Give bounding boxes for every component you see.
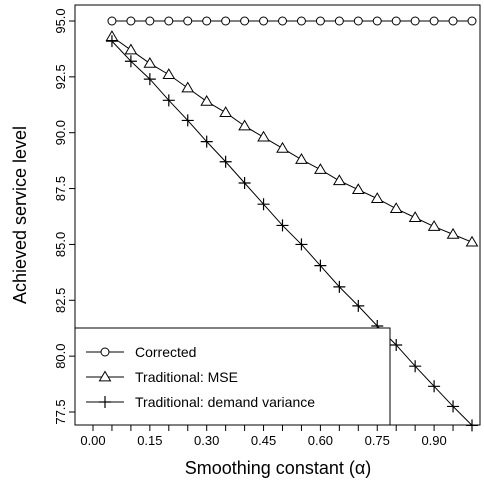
data-point-plus bbox=[181, 114, 194, 127]
data-point-plus bbox=[143, 73, 156, 86]
data-point-triangle bbox=[446, 227, 460, 239]
legend-label: Corrected bbox=[135, 344, 196, 360]
x-axis: 0.00 0.15 0.30 0.45 0.60 0.75 0.90 bbox=[80, 425, 454, 448]
x-tick-label: 0.75 bbox=[365, 433, 390, 448]
y-axis-title: Achieved service level bbox=[10, 126, 30, 304]
data-point-triangle bbox=[257, 130, 270, 142]
data-point-plus bbox=[409, 360, 422, 373]
data-point-circle bbox=[100, 347, 110, 357]
data-point-triangle bbox=[124, 43, 138, 55]
data-point-triangle bbox=[98, 370, 112, 382]
data-point-circle bbox=[126, 16, 136, 26]
data-point-triangle bbox=[219, 106, 233, 117]
data-point-circle bbox=[107, 16, 117, 26]
x-tick-label: 0.15 bbox=[137, 433, 162, 448]
data-point-triangle bbox=[295, 153, 308, 164]
series-line bbox=[111, 36, 473, 243]
data-point-circle bbox=[145, 16, 155, 26]
series-plus bbox=[105, 35, 478, 432]
x-tick-label: 0.45 bbox=[251, 433, 276, 448]
data-point-circle bbox=[429, 16, 439, 26]
data-point-circle bbox=[315, 16, 325, 26]
data-point-plus bbox=[219, 155, 232, 168]
legend-box bbox=[74, 327, 391, 426]
data-point-circle bbox=[467, 16, 477, 26]
data-point-triangle bbox=[332, 174, 346, 186]
data-point-triangle bbox=[276, 141, 289, 153]
data-point-circle bbox=[240, 16, 250, 26]
series-circle bbox=[107, 16, 477, 26]
data-point-circle bbox=[334, 16, 344, 26]
data-point-plus bbox=[105, 35, 118, 48]
x-tick-label: 0.60 bbox=[308, 433, 333, 448]
data-point-circle bbox=[391, 16, 401, 26]
data-point-triangle bbox=[351, 183, 365, 195]
data-point-plus bbox=[428, 380, 441, 393]
data-point-triangle bbox=[427, 220, 441, 231]
y-tick-label: 87.5 bbox=[53, 176, 68, 201]
data-point-plus bbox=[295, 238, 308, 251]
data-point-triangle bbox=[143, 56, 157, 68]
data-point-circle bbox=[410, 16, 420, 26]
data-point-triangle bbox=[314, 163, 327, 174]
data-point-plus bbox=[276, 219, 289, 232]
data-point-triangle bbox=[181, 81, 195, 93]
data-point-triangle bbox=[465, 235, 479, 247]
data-point-plus bbox=[200, 135, 213, 148]
y-tick-label: 80.0 bbox=[53, 343, 68, 368]
data-point-plus bbox=[99, 396, 111, 408]
data-point-plus bbox=[124, 55, 137, 68]
data-point-triangle bbox=[238, 119, 251, 131]
legend: Corrected Traditional: MSE Traditional: de… bbox=[74, 327, 391, 426]
y-axis: 77.5 80.0 82.5 85.0 87.5 90.0 92.5 95.0 bbox=[53, 8, 75, 425]
data-point-plus bbox=[333, 280, 346, 293]
x-axis-title: Smoothing constant (α) bbox=[185, 458, 372, 478]
data-point-plus bbox=[466, 419, 478, 432]
x-tick-label: 0.90 bbox=[421, 433, 446, 448]
data-point-plus bbox=[352, 299, 365, 312]
y-tick-label: 77.5 bbox=[53, 399, 68, 424]
data-point-circle bbox=[353, 16, 363, 26]
y-tick-label: 85.0 bbox=[53, 232, 68, 257]
series-layer bbox=[105, 16, 479, 432]
data-point-triangle bbox=[370, 192, 384, 203]
y-tick-label: 92.5 bbox=[53, 64, 68, 89]
data-point-plus bbox=[314, 259, 327, 272]
data-point-triangle bbox=[162, 68, 176, 79]
y-tick-label: 95.0 bbox=[53, 8, 68, 33]
x-tick-label: 0.00 bbox=[80, 433, 105, 448]
data-point-circle bbox=[183, 16, 193, 26]
data-point-triangle bbox=[200, 94, 214, 106]
data-point-plus bbox=[257, 198, 270, 211]
legend-label: Traditional: demand variance bbox=[135, 394, 315, 410]
y-tick-label: 90.0 bbox=[53, 120, 68, 145]
data-point-triangle bbox=[408, 211, 422, 222]
series-triangle bbox=[105, 30, 479, 247]
data-point-plus bbox=[447, 400, 460, 413]
data-point-circle bbox=[202, 16, 212, 26]
data-point-triangle bbox=[389, 202, 403, 214]
data-point-plus bbox=[390, 338, 403, 351]
data-point-circle bbox=[448, 16, 458, 26]
data-point-circle bbox=[278, 16, 287, 26]
data-point-circle bbox=[259, 16, 269, 26]
data-point-circle bbox=[164, 16, 174, 26]
data-point-circle bbox=[296, 16, 306, 26]
x-tick-label: 0.30 bbox=[194, 433, 219, 448]
data-point-circle bbox=[221, 16, 231, 26]
data-point-circle bbox=[372, 16, 382, 26]
y-tick-label: 82.5 bbox=[53, 288, 68, 313]
data-point-plus bbox=[162, 94, 175, 107]
series-line bbox=[111, 40, 473, 426]
data-point-plus bbox=[238, 176, 251, 189]
legend-label: Traditional: MSE bbox=[135, 369, 238, 385]
